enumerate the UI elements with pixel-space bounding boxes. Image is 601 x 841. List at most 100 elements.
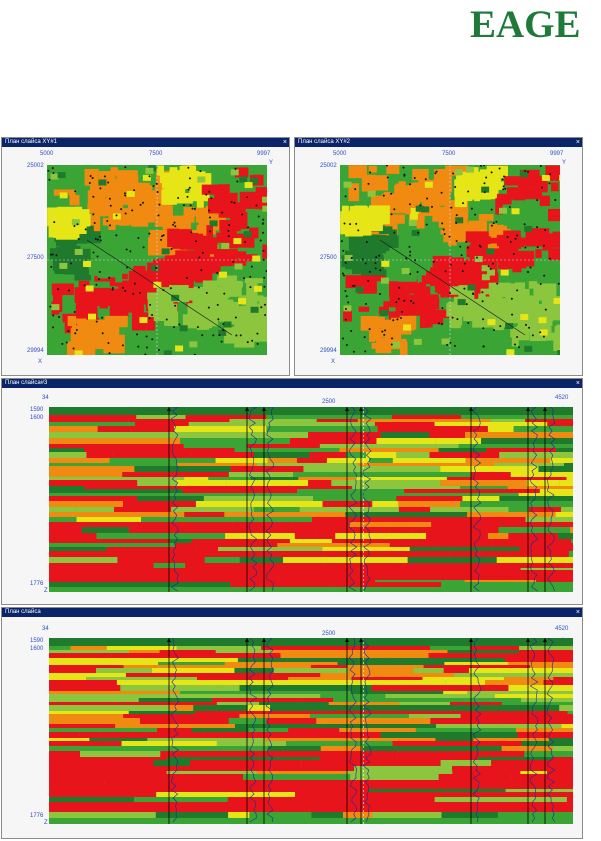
map-cell — [171, 235, 188, 249]
slice-map-plot[interactable] — [340, 165, 560, 355]
section-layer — [432, 786, 548, 789]
slice-map-window-2[interactable]: План слайса XY#2 × 5000 7500 9997 Y 2500… — [294, 137, 583, 376]
section-layer — [203, 732, 295, 738]
section-layer — [228, 718, 267, 724]
section-layer — [345, 452, 367, 458]
slice-section-window-2[interactable]: План слайса × 34 2500 4520 1590 1600 177… — [1, 607, 583, 839]
well-point — [483, 191, 486, 194]
window-title-bar[interactable]: План слайса#3 × — [2, 379, 582, 388]
well-point — [353, 284, 356, 287]
well-point — [232, 260, 235, 263]
map-cell — [389, 247, 402, 259]
map-cell — [175, 345, 184, 352]
section-layer — [423, 665, 531, 668]
map-cell — [262, 205, 267, 212]
section-layer — [436, 792, 568, 797]
well-point — [516, 336, 519, 339]
section-layer — [179, 493, 295, 496]
well-point — [397, 297, 400, 300]
well-point — [74, 332, 77, 335]
well-point — [154, 266, 157, 269]
section-layer — [413, 668, 444, 673]
map-cell — [461, 301, 484, 307]
section-layer — [491, 539, 572, 543]
window-title-bar[interactable]: План слайса × — [2, 608, 582, 617]
section-layer — [107, 432, 188, 438]
section-layer — [391, 415, 462, 419]
section-layer — [80, 751, 161, 757]
section-layer — [49, 757, 109, 760]
slice-section-plot[interactable] — [49, 407, 573, 592]
close-icon[interactable]: × — [575, 609, 580, 616]
section-layer — [49, 463, 177, 466]
well-point — [264, 313, 267, 316]
section-layer — [183, 694, 321, 698]
section-layer — [184, 512, 225, 517]
well-marker-icon — [359, 407, 363, 411]
close-icon[interactable]: × — [282, 139, 287, 146]
well-point — [451, 316, 454, 319]
map-cell — [506, 187, 522, 200]
map-cell — [480, 288, 497, 295]
map-cell — [463, 311, 473, 322]
map-cell — [130, 286, 152, 302]
well-point — [49, 305, 52, 308]
map-cell — [154, 209, 167, 227]
section-layer — [435, 724, 562, 728]
section-layer — [194, 711, 270, 714]
section-layer — [386, 658, 506, 662]
map-cell — [142, 174, 151, 181]
section-layer — [389, 527, 413, 533]
map-cell — [434, 283, 452, 293]
slice-map-window-1[interactable]: План слайса XY#1 × 5000 7500 9997 Y 2500… — [1, 137, 290, 376]
map-cell — [112, 198, 135, 205]
well-point — [83, 284, 86, 287]
map-cell — [541, 295, 551, 301]
close-icon[interactable]: × — [575, 380, 580, 387]
section-layer — [298, 477, 356, 480]
section-layer — [320, 746, 363, 751]
well-marker-icon — [469, 407, 473, 411]
section-layer — [518, 650, 573, 653]
window-title-bar[interactable]: План слайса XY#2 × — [295, 138, 582, 147]
map-cell — [48, 221, 57, 238]
well-point — [363, 336, 366, 339]
well-point — [367, 279, 370, 282]
section-layer — [49, 724, 116, 728]
section-layer — [513, 426, 573, 432]
well-point — [398, 286, 401, 289]
section-layer — [345, 512, 468, 517]
section-layer — [280, 653, 360, 658]
well-point — [137, 237, 140, 240]
section-layer — [412, 527, 499, 533]
window-title-bar[interactable]: План слайса XY#1 × — [2, 138, 289, 147]
well-point — [216, 271, 219, 274]
well-point — [384, 329, 387, 332]
section-layer — [261, 646, 352, 650]
map-cell — [234, 263, 243, 270]
section-layer — [547, 786, 573, 789]
well-point — [49, 253, 52, 256]
section-layer — [206, 486, 291, 489]
section-layer — [376, 438, 436, 444]
slice-section-window-1[interactable]: План слайса#3 × 34 2500 4520 1590 1600 1… — [1, 378, 583, 605]
slice-map-plot[interactable] — [47, 165, 267, 355]
well-point — [148, 317, 151, 320]
well-point — [51, 167, 54, 170]
slice-section-plot[interactable] — [49, 638, 573, 824]
well-point — [489, 268, 492, 271]
section-layer — [299, 507, 399, 512]
section-layer — [168, 789, 294, 792]
close-icon[interactable]: × — [575, 139, 580, 146]
section-layer — [371, 685, 509, 691]
section-layer — [49, 472, 123, 477]
well-point — [536, 246, 539, 249]
well-point — [408, 245, 411, 248]
section-layer — [49, 718, 141, 724]
well-log-curve — [472, 407, 482, 592]
well-point — [201, 334, 204, 337]
well-point — [474, 213, 477, 216]
section-layer — [224, 512, 346, 517]
section-layer — [505, 658, 573, 662]
section-layer — [558, 533, 573, 539]
